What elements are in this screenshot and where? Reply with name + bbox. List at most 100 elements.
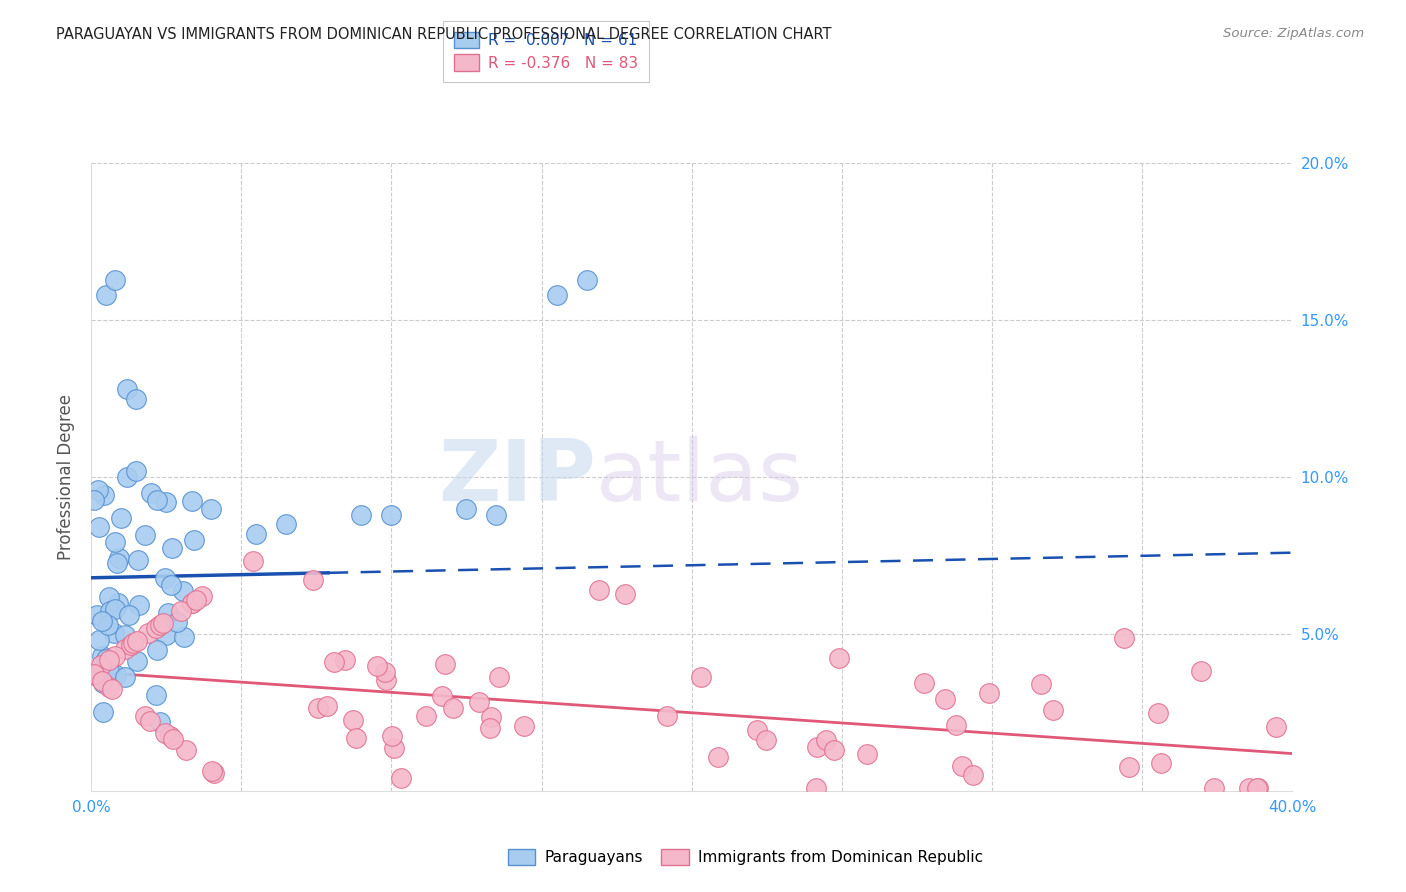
Point: [94, 652, 117, 666]
Point: [434, 657, 457, 672]
Point: [613, 587, 636, 601]
Point: [173, 630, 195, 644]
Point: [103, 625, 125, 640]
Point: [242, 554, 264, 568]
Point: [93, 488, 115, 502]
Point: [87, 519, 110, 533]
Point: [114, 641, 136, 656]
Point: [139, 714, 162, 728]
Point: [1204, 781, 1226, 796]
Point: [105, 668, 128, 682]
Point: [1112, 631, 1135, 645]
Point: [745, 723, 768, 738]
Point: [468, 695, 491, 709]
Point: [689, 670, 711, 684]
Point: [755, 732, 778, 747]
Point: [485, 508, 508, 522]
Point: [1189, 664, 1212, 678]
Point: [344, 731, 367, 746]
Point: [323, 655, 346, 669]
Point: [479, 710, 502, 724]
Legend: Paraguayans, Immigrants from Dominican Republic: Paraguayans, Immigrants from Dominican R…: [502, 843, 988, 871]
Point: [316, 698, 339, 713]
Point: [98, 590, 121, 604]
Point: [962, 768, 984, 782]
Point: [90, 615, 112, 629]
Point: [342, 713, 364, 727]
Point: [89, 632, 111, 647]
Point: [91, 649, 114, 664]
Point: [98, 604, 121, 618]
Point: [172, 583, 194, 598]
Point: [162, 541, 184, 555]
Point: [145, 688, 167, 702]
Point: [122, 636, 145, 650]
Text: atlas: atlas: [596, 436, 804, 519]
Point: [186, 593, 208, 607]
Point: [98, 680, 121, 694]
Point: [950, 759, 973, 773]
Point: [804, 781, 827, 796]
Point: [191, 589, 214, 603]
Y-axis label: Professional Degree: Professional Degree: [58, 394, 75, 560]
Point: [97, 617, 120, 632]
Point: [374, 665, 396, 679]
Point: [108, 550, 131, 565]
Point: [657, 708, 679, 723]
Point: [1042, 702, 1064, 716]
Point: [91, 705, 114, 719]
Point: [201, 764, 224, 779]
Point: [202, 766, 225, 780]
Point: [488, 670, 510, 684]
Point: [98, 653, 121, 667]
Point: [546, 288, 568, 302]
Point: [149, 715, 172, 730]
Text: ZIP: ZIP: [437, 436, 596, 519]
Point: [181, 596, 204, 610]
Point: [380, 729, 402, 743]
Point: [166, 615, 188, 630]
Point: [276, 517, 298, 532]
Point: [823, 742, 845, 756]
Point: [1247, 781, 1270, 796]
Point: [145, 621, 167, 635]
Point: [350, 508, 373, 522]
Point: [856, 747, 879, 762]
Point: [152, 615, 174, 630]
Point: [430, 689, 453, 703]
Point: [145, 493, 167, 508]
Point: [200, 501, 222, 516]
Point: [169, 604, 191, 618]
Point: [382, 740, 405, 755]
Text: PARAGUAYAN VS IMMIGRANTS FROM DOMINICAN REPUBLIC PROFESSIONAL DEGREE CORRELATION: PARAGUAYAN VS IMMIGRANTS FROM DOMINICAN …: [56, 27, 832, 42]
Point: [86, 607, 108, 622]
Point: [91, 676, 114, 690]
Point: [125, 464, 148, 478]
Point: [125, 392, 148, 406]
Point: [162, 731, 184, 746]
Point: [307, 701, 329, 715]
Point: [91, 673, 114, 688]
Point: [125, 633, 148, 648]
Point: [146, 642, 169, 657]
Point: [1265, 720, 1288, 734]
Point: [104, 272, 127, 286]
Point: [815, 733, 838, 747]
Point: [136, 626, 159, 640]
Point: [828, 651, 851, 665]
Point: [104, 535, 127, 549]
Point: [478, 721, 501, 735]
Point: [110, 511, 132, 525]
Point: [706, 750, 728, 764]
Point: [1029, 677, 1052, 691]
Point: [114, 628, 136, 642]
Point: [141, 486, 163, 500]
Point: [90, 658, 112, 673]
Point: [127, 553, 149, 567]
Point: [128, 598, 150, 612]
Point: [513, 719, 536, 733]
Point: [120, 638, 142, 652]
Text: Source: ZipAtlas.com: Source: ZipAtlas.com: [1223, 27, 1364, 40]
Point: [155, 571, 177, 585]
Point: [157, 606, 180, 620]
